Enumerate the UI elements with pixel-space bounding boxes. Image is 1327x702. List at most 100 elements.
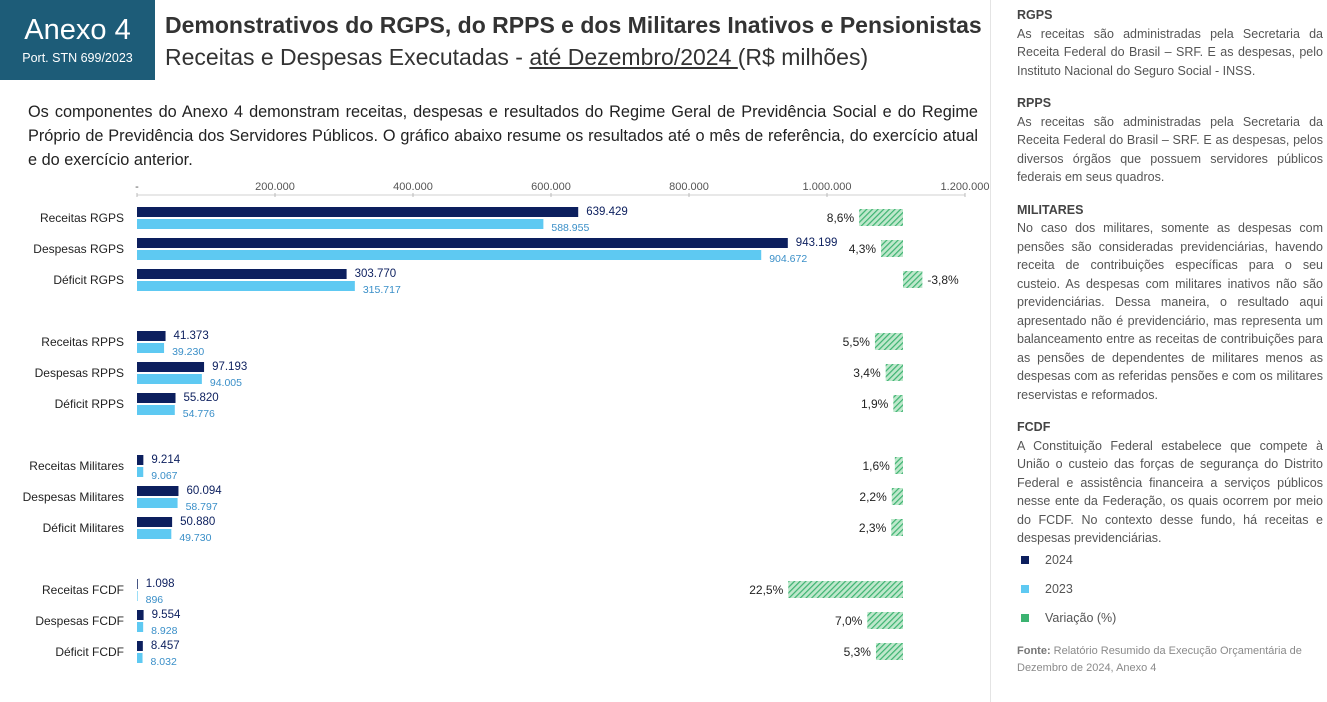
x-tick-label: 800.000	[669, 181, 709, 193]
x-tick-label: 1.200.000	[941, 181, 990, 193]
bar	[137, 486, 179, 496]
value-label: 55.820	[184, 392, 219, 404]
bar	[137, 238, 788, 248]
variation-bar	[893, 395, 903, 412]
variation-bar	[874, 333, 903, 350]
value-label: 41.373	[174, 330, 209, 342]
variation-label: 3,4%	[853, 366, 881, 380]
bar	[137, 250, 762, 260]
bar	[137, 529, 172, 539]
variation-label: 2,3%	[859, 521, 887, 535]
value-label: 9.067	[151, 470, 177, 482]
legend-swatch	[1021, 585, 1029, 593]
badge: Anexo 4 Port. STN 699/2023	[0, 0, 155, 80]
source-label: Fonte:	[1017, 645, 1051, 657]
bar	[137, 405, 175, 415]
y-tick-label: Despesas Militares	[23, 490, 124, 504]
section-text: As receitas são administradas pela Secre…	[1017, 114, 1323, 185]
bar	[137, 362, 205, 372]
value-label: 588.955	[551, 222, 589, 234]
value-label: 39.230	[172, 346, 204, 358]
section-heading: FCDF	[1017, 420, 1051, 434]
bar	[137, 517, 173, 527]
title: Demonstrativos do RGPS, do RPPS e dos Mi…	[165, 12, 982, 38]
x-tick-label: -	[135, 181, 139, 193]
x-tick-label: 200.000	[255, 181, 295, 193]
variation-label: 7,0%	[835, 614, 863, 628]
value-label: 49.730	[179, 532, 211, 544]
variation-bar	[903, 271, 923, 288]
variation-bar	[881, 240, 903, 257]
variation-label: 5,3%	[844, 645, 872, 659]
subtitle-period: até Dezembro/2024	[529, 44, 738, 70]
value-label: 896	[146, 594, 164, 606]
y-tick-label: Despesas RGPS	[33, 242, 124, 256]
value-label: 904.672	[769, 253, 807, 265]
y-tick-label: Déficit FCDF	[55, 645, 124, 659]
source-text: Relatório Resumido da Execução Orçamentá…	[1017, 645, 1302, 674]
value-label: 639.429	[586, 206, 628, 218]
y-tick-label: Despesas RPPS	[35, 366, 124, 380]
y-tick-label: Despesas FCDF	[35, 614, 124, 628]
section-text: As receitas são administradas pela Secre…	[1017, 26, 1323, 78]
intro: Os componentes do Anexo 4 demonstram rec…	[28, 103, 978, 169]
bar	[137, 610, 144, 620]
bar	[137, 641, 143, 651]
bar	[137, 331, 166, 341]
value-label: 8.457	[151, 640, 180, 652]
subtitle-text: Receitas e Despesas Executadas -	[165, 44, 530, 70]
legend-label: Variação (%)	[1045, 611, 1116, 625]
value-label: 97.193	[212, 361, 247, 373]
badge-title: Anexo 4	[24, 14, 131, 46]
x-tick-label: 1.000.000	[803, 181, 852, 193]
source: Fonte: Relatório Resumido da Execução Or…	[1017, 643, 1317, 677]
divider	[990, 0, 991, 702]
variation-bar	[885, 364, 903, 381]
bar	[137, 281, 355, 291]
sidebar: RGPS As receitas são administradas pela S…	[1017, 6, 1323, 562]
bar	[137, 219, 544, 229]
variation-label: 1,9%	[861, 397, 889, 411]
bar	[137, 622, 144, 632]
value-label: 9.214	[151, 454, 180, 466]
legend: 2024 2023 Variação (%)	[1021, 553, 1116, 625]
bar	[137, 467, 144, 477]
value-label: 58.797	[186, 501, 218, 513]
badge-subtitle: Port. STN 699/2023	[22, 51, 133, 65]
variation-bar	[859, 209, 903, 226]
y-tick-label: Déficit RPPS	[55, 397, 124, 411]
bar	[137, 498, 178, 508]
variation-bar	[891, 488, 903, 505]
x-tick-label: 400.000	[393, 181, 433, 193]
subtitle: Receitas e Despesas Executadas - até Dez…	[165, 44, 868, 71]
variation-bar	[894, 457, 903, 474]
value-label: 50.880	[180, 516, 215, 528]
value-label: 9.554	[152, 609, 181, 621]
value-label: 54.776	[183, 408, 215, 420]
variation-bar	[867, 612, 903, 629]
legend-label: 2024	[1045, 553, 1073, 567]
y-tick-label: Receitas Militares	[29, 459, 124, 473]
y-tick-label: Receitas RPPS	[41, 335, 124, 349]
chart: - 200.000 400.000 600.000 800.000 1.000.000 1.…	[23, 181, 990, 668]
bar	[137, 393, 176, 403]
legend-label: 2023	[1045, 582, 1073, 596]
section-heading: RGPS	[1017, 8, 1053, 22]
y-tick-label: Receitas RGPS	[40, 211, 124, 225]
section-text: A Constituição Federal estabelece que co…	[1017, 438, 1323, 546]
y-tick-label: Receitas FCDF	[42, 583, 124, 597]
variation-label: 1,6%	[862, 459, 890, 473]
value-label: 8.032	[151, 656, 177, 668]
subtitle-unit: (R$ milhões)	[737, 44, 869, 70]
bar	[137, 207, 579, 217]
bar	[137, 591, 138, 601]
bar	[137, 653, 143, 663]
bar	[137, 343, 165, 353]
bar	[137, 269, 347, 279]
variation-bar	[891, 519, 903, 536]
value-label: 1.098	[146, 578, 175, 590]
y-tick-label: Déficit RGPS	[53, 273, 124, 287]
legend-swatch	[1021, 556, 1029, 564]
